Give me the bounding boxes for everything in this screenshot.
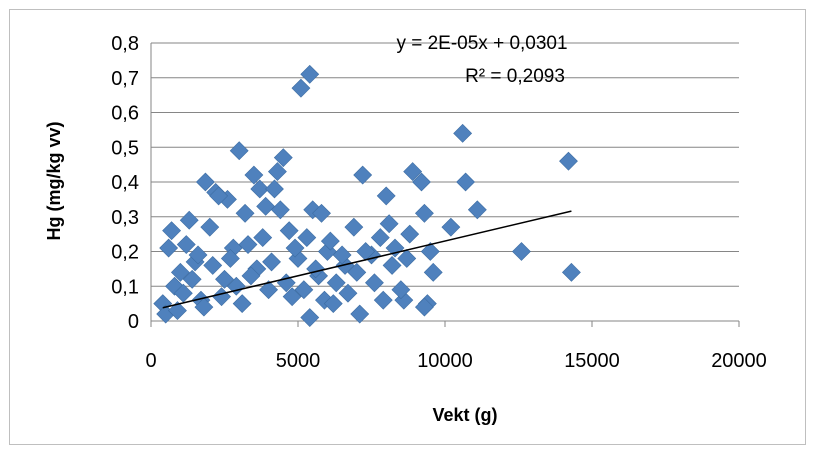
data-point (347, 262, 367, 282)
data-point (176, 235, 196, 254)
data-point (179, 210, 199, 230)
data-point (159, 238, 179, 258)
data-point (338, 283, 358, 303)
y-tick-label: 0,6 (111, 103, 139, 125)
y-tick-label: 0,1 (111, 276, 139, 298)
data-point (279, 221, 299, 241)
data-point (291, 78, 311, 98)
y-tick-label: 0,7 (111, 68, 139, 90)
data-point (365, 273, 384, 293)
data-point (215, 269, 234, 289)
data-point (441, 217, 461, 237)
data-point (220, 249, 240, 268)
data-point (194, 297, 214, 317)
data-point (312, 203, 331, 223)
data-point (235, 203, 255, 223)
tick-labels: 0 0,1 0,2 0,3 0,4 0,5 0,6 0,7 0,8 0 5000 10000 15000… (111, 33, 767, 372)
data-point (253, 228, 273, 248)
data-point (320, 231, 340, 251)
data-point (259, 280, 279, 300)
data-point (170, 262, 190, 282)
scatter-plot: 0 0,1 0,2 0,3 0,4 0,5 0,6 0,7 0,8 0 5000 10000 15000… (44, 33, 767, 425)
data-point (326, 273, 346, 293)
data-point (414, 203, 434, 223)
x-tick-label: 20000 (711, 350, 767, 372)
data-point (559, 151, 578, 171)
data-point (300, 64, 320, 84)
data-point (414, 297, 434, 317)
data-point (244, 165, 264, 185)
data-point (397, 249, 417, 268)
x-tick-label: 0 (145, 350, 156, 372)
data-point (241, 266, 261, 286)
data-point (467, 200, 487, 220)
y-tick-label: 0,8 (111, 33, 139, 55)
data-points (153, 64, 581, 327)
data-point (250, 179, 270, 199)
data-point (323, 294, 343, 314)
data-point (212, 287, 231, 307)
axes (150, 43, 740, 327)
trendline-equation: y = 2E-05x + 0,0301 (396, 33, 567, 54)
data-point (238, 235, 258, 254)
data-point (344, 217, 364, 237)
data-point (332, 245, 352, 265)
data-point (162, 221, 182, 241)
y-tick-label: 0,3 (111, 207, 139, 229)
y-tick-label: 0,5 (111, 137, 139, 159)
trendline-r-squared: R² = 0,2093 (465, 66, 565, 87)
trendline-group (162, 210, 572, 309)
data-point (294, 280, 314, 300)
x-axis-title: Vekt (g) (432, 405, 497, 425)
data-point (412, 172, 431, 192)
y-tick-label: 0,2 (111, 242, 139, 264)
data-point (209, 186, 229, 206)
data-point (200, 217, 220, 237)
y-tick-label: 0,4 (111, 172, 139, 194)
gridlines (151, 42, 739, 322)
data-point (420, 242, 440, 261)
y-tick-label: 0 (128, 311, 139, 333)
data-point (229, 141, 249, 161)
data-point (297, 228, 317, 248)
data-point (285, 238, 305, 258)
data-point (376, 186, 396, 206)
x-tick-label: 15000 (564, 350, 620, 372)
trendline (162, 210, 572, 309)
data-point (391, 280, 411, 300)
data-point (403, 162, 423, 181)
data-point (379, 214, 399, 234)
data-point (350, 304, 370, 324)
data-point (561, 262, 581, 282)
data-point (512, 242, 531, 261)
data-point (370, 228, 390, 248)
data-point (262, 252, 281, 272)
data-point (188, 245, 208, 265)
x-tick-label: 5000 (276, 350, 321, 372)
x-tick-label: 10000 (417, 350, 473, 372)
data-point (453, 123, 473, 143)
data-point (400, 224, 420, 244)
data-point (203, 255, 223, 275)
y-axis-title: Hg (mg/kg vv) (44, 121, 64, 240)
data-point (353, 165, 373, 185)
data-point (300, 308, 320, 327)
data-point (182, 269, 202, 289)
data-point (267, 162, 287, 181)
data-point (373, 290, 393, 310)
data-point (273, 148, 293, 168)
data-point (195, 172, 215, 192)
data-point (456, 172, 476, 192)
data-point (423, 262, 443, 282)
data-point (282, 287, 302, 307)
data-point (265, 179, 284, 199)
data-point (256, 196, 276, 216)
data-point (382, 255, 402, 275)
data-point (270, 200, 290, 220)
chart-frame: 0 0,1 0,2 0,3 0,4 0,5 0,6 0,7 0,8 0 5000 10000 15000… (9, 9, 806, 445)
data-point (232, 294, 252, 314)
